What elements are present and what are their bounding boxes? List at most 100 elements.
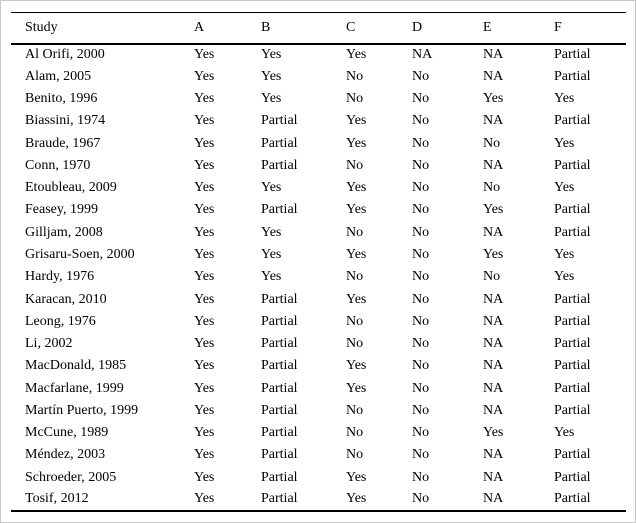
study-name: Al Orifi, 2000 bbox=[25, 47, 105, 63]
rating-cell: NA bbox=[483, 224, 504, 240]
rating-cell: Yes bbox=[483, 91, 504, 107]
column-header-study: Study bbox=[11, 12, 194, 45]
rating-cell: Yes bbox=[194, 269, 215, 285]
rating-cell: NA bbox=[483, 313, 504, 329]
rating-cell: No bbox=[412, 358, 430, 374]
rating-cell: Yes bbox=[194, 447, 215, 463]
rating-cell: Yes bbox=[483, 425, 504, 441]
table-row: Schroeder, 2005 Yes Partial Yes No NA Partial bbox=[11, 467, 626, 489]
study-name: Macfarlane, 1999 bbox=[25, 380, 124, 396]
rating-cell: Partial bbox=[554, 291, 591, 307]
rating-cell: Yes bbox=[261, 180, 282, 196]
study-name: Li, 2002 bbox=[25, 336, 73, 352]
rating-cell: NA bbox=[483, 47, 504, 63]
rating-cell: Yes bbox=[483, 202, 504, 218]
study-name: Karacan, 2010 bbox=[25, 291, 107, 307]
table-row: Etoubleau, 2009 Yes Yes Yes No No Yes bbox=[11, 177, 626, 199]
header-row: Study A B C D E F bbox=[11, 12, 626, 45]
rating-cell: Yes bbox=[554, 269, 575, 285]
study-quality-table: Study A B C D E F Al Orifi, 2000 Yes Yes Ye… bbox=[11, 12, 626, 513]
rating-cell: Yes bbox=[346, 380, 367, 396]
rating-cell: Yes bbox=[194, 135, 215, 151]
table-row: Feasey, 1999 Yes Partial Yes No Yes Partial bbox=[11, 199, 626, 221]
rating-cell: Partial bbox=[261, 380, 298, 396]
rating-cell: No bbox=[346, 269, 364, 285]
rating-cell: Partial bbox=[261, 291, 298, 307]
rating-cell: Yes bbox=[261, 224, 282, 240]
rating-cell: NA bbox=[483, 447, 504, 463]
rating-cell: Yes bbox=[483, 247, 504, 263]
rating-cell: No bbox=[412, 157, 430, 173]
rating-cell: Yes bbox=[194, 336, 215, 352]
table-row: MacDonald, 1985 Yes Partial Yes No NA Partial bbox=[11, 355, 626, 377]
column-header-a: A bbox=[194, 12, 261, 45]
table-row: Gilljam, 2008 Yes Yes No No NA Partial bbox=[11, 222, 626, 244]
column-header-b: B bbox=[261, 12, 346, 45]
rating-cell: Yes bbox=[194, 491, 215, 507]
rating-cell: Partial bbox=[261, 135, 298, 151]
study-name: Conn, 1970 bbox=[25, 157, 91, 173]
table-row: Alam, 2005 Yes Yes No No NA Partial bbox=[11, 66, 626, 88]
study-name: Gilljam, 2008 bbox=[25, 224, 103, 240]
rating-cell: No bbox=[412, 447, 430, 463]
rating-cell: Partial bbox=[554, 313, 591, 329]
rating-cell: No bbox=[412, 224, 430, 240]
rating-cell: No bbox=[412, 269, 430, 285]
rating-cell: Partial bbox=[261, 358, 298, 374]
rating-cell: Partial bbox=[554, 157, 591, 173]
table-row: Leong, 1976 Yes Partial No No NA Partial bbox=[11, 311, 626, 333]
study-name: Schroeder, 2005 bbox=[25, 469, 117, 485]
rating-cell: Yes bbox=[346, 358, 367, 374]
rating-cell: Partial bbox=[261, 469, 298, 485]
rating-cell: Yes bbox=[554, 135, 575, 151]
rating-cell: No bbox=[412, 180, 430, 196]
rating-cell: No bbox=[346, 68, 364, 84]
table-row: Macfarlane, 1999 Yes Partial Yes No NA Partial bbox=[11, 377, 626, 399]
rating-cell: Yes bbox=[194, 224, 215, 240]
rating-cell: No bbox=[346, 91, 364, 107]
study-name: Tosif, 2012 bbox=[25, 491, 89, 507]
table-row: Conn, 1970 Yes Partial No No NA Partial bbox=[11, 155, 626, 177]
rating-cell: Yes bbox=[194, 247, 215, 263]
study-name: Grisaru-Soen, 2000 bbox=[25, 247, 135, 263]
column-header-c: C bbox=[346, 12, 412, 45]
rating-cell: Yes bbox=[261, 47, 282, 63]
rating-cell: Yes bbox=[346, 491, 367, 507]
rating-cell: No bbox=[346, 447, 364, 463]
table-row: Karacan, 2010 Yes Partial Yes No NA Partial bbox=[11, 288, 626, 310]
study-name: Braude, 1967 bbox=[25, 135, 101, 151]
rating-cell: Yes bbox=[194, 47, 215, 63]
rating-cell: NA bbox=[483, 469, 504, 485]
study-name: Etoubleau, 2009 bbox=[25, 180, 117, 196]
rating-cell: NA bbox=[483, 157, 504, 173]
rating-cell: Partial bbox=[554, 47, 591, 63]
rating-cell: Partial bbox=[554, 202, 591, 218]
rating-cell: NA bbox=[483, 380, 504, 396]
rating-cell: Partial bbox=[554, 469, 591, 485]
rating-cell: Partial bbox=[261, 157, 298, 173]
rating-cell: Yes bbox=[194, 202, 215, 218]
rating-cell: Yes bbox=[554, 247, 575, 263]
rating-cell: Yes bbox=[346, 291, 367, 307]
rating-cell: Partial bbox=[261, 447, 298, 463]
rating-cell: NA bbox=[483, 491, 504, 507]
study-name: Benito, 1996 bbox=[25, 91, 98, 107]
rating-cell: No bbox=[483, 180, 501, 196]
table-row: McCune, 1989 Yes Partial No No Yes Yes bbox=[11, 422, 626, 444]
rating-cell: Partial bbox=[554, 336, 591, 352]
rating-cell: No bbox=[412, 313, 430, 329]
rating-cell: Yes bbox=[194, 291, 215, 307]
table-row: Martín Puerto, 1999 Yes Partial No No NA Parti… bbox=[11, 400, 626, 422]
rating-cell: Yes bbox=[194, 68, 215, 84]
table-row: Tosif, 2012 Yes Partial Yes No NA Partial bbox=[11, 489, 626, 511]
study-name: McCune, 1989 bbox=[25, 425, 109, 441]
rating-cell: No bbox=[412, 402, 430, 418]
rating-cell: No bbox=[412, 291, 430, 307]
rating-cell: Partial bbox=[261, 202, 298, 218]
rating-cell: NA bbox=[412, 47, 433, 63]
rating-cell: Yes bbox=[261, 91, 282, 107]
rating-cell: Yes bbox=[261, 269, 282, 285]
study-name: Leong, 1976 bbox=[25, 313, 96, 329]
study-name: Feasey, 1999 bbox=[25, 202, 98, 218]
rating-cell: Partial bbox=[261, 336, 298, 352]
